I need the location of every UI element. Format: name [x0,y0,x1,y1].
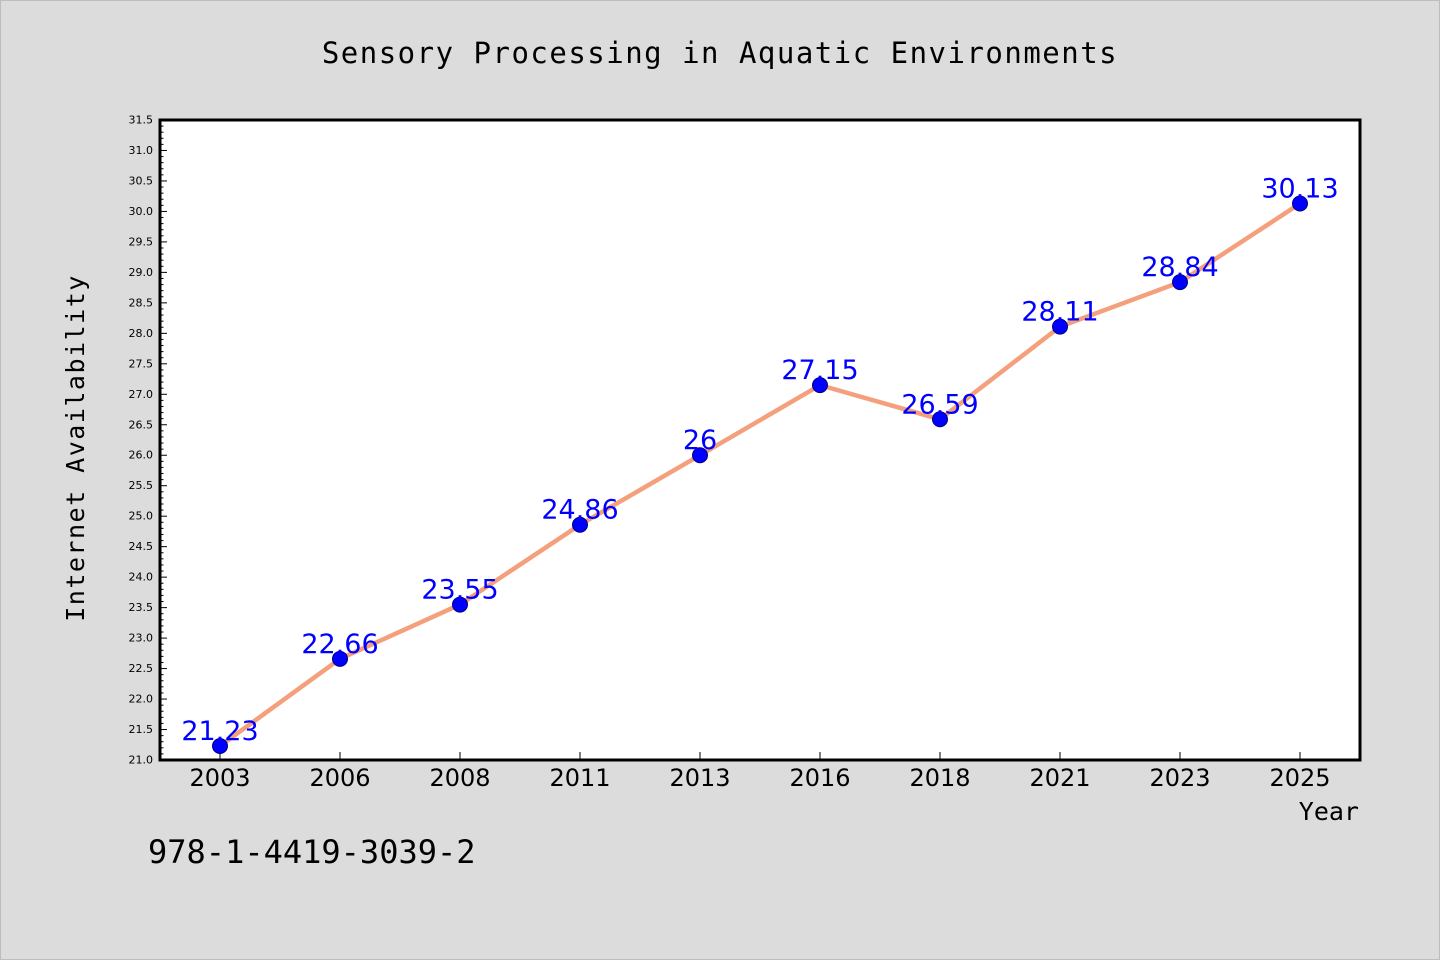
data-point [932,411,948,428]
x-tick-label: 2006 [309,764,370,792]
data-point [812,377,828,394]
y-tick-label: 30.5 [129,174,154,187]
data-label: 22.66 [301,629,378,660]
y-tick-label: 27.5 [129,357,154,370]
plot-area: 21.0 21.5 22.0 22.5 23.0 23.5 24.0 24.5 25.0 25.5… [129,114,1362,792]
y-tick-label: 30.0 [129,205,154,218]
x-tick-label: 2013 [669,764,730,792]
data-point [1292,195,1308,212]
y-tick-label: 21.0 [129,754,154,767]
x-tick-label: 2021 [1029,764,1090,792]
y-tick-label: 24.5 [129,540,154,553]
x-tick-label: 2023 [1149,764,1210,792]
y-tick-label: 27.0 [129,388,154,401]
data-label: 21.23 [181,716,258,747]
y-tick-label: 26.0 [129,449,154,462]
footer-isbn: 978-1-4419-3039-2 [148,833,476,871]
plot-background [160,120,1360,760]
y-tick-label: 28.0 [129,327,154,340]
data-label: 30.13 [1261,174,1338,205]
x-tick-label: 2025 [1269,764,1330,792]
x-tick-label: 2003 [189,764,250,792]
x-tick-label: 2008 [429,764,490,792]
data-point [1052,318,1068,335]
x-tick-label: 2011 [549,764,610,792]
x-tick-label: 2016 [789,764,850,792]
data-point [1172,274,1188,291]
data-point [572,516,588,533]
y-tick-label: 31.5 [129,114,154,127]
data-point [692,447,708,464]
y-tick-label: 29.0 [129,266,154,279]
data-label: 26.59 [901,389,978,420]
x-tick-label: 2018 [909,764,970,792]
y-tick-label: 26.5 [129,418,154,431]
data-point [452,596,468,613]
y-tick-label: 25.5 [129,479,154,492]
y-tick-label: 31.0 [129,144,154,157]
y-axis-label: Internet Availability [61,274,90,622]
data-label: 28.84 [1141,252,1218,283]
plot-frame [158,118,1362,762]
y-tick-label: 29.5 [129,235,154,248]
y-tick-label: 21.5 [129,723,154,736]
data-label: 23.55 [421,575,498,606]
y-tick-label: 28.5 [129,296,154,309]
y-tick-label: 23.5 [129,601,154,614]
chart-title: Sensory Processing in Aquatic Environmen… [322,36,1118,70]
y-tick-label: 25.0 [129,510,154,523]
data-point [332,650,348,667]
data-label: 26 [683,425,717,456]
x-axis-label: Year [1299,797,1359,826]
data-label: 24.86 [541,495,618,526]
series-line [217,201,1303,749]
data-label: 28.11 [1021,297,1098,328]
y-tick-label: 24.0 [129,571,154,584]
data-point [212,737,228,754]
data-label: 27.15 [781,355,858,386]
y-tick-label: 22.0 [129,693,154,706]
y-tick-label: 22.5 [129,662,154,675]
y-tick-label: 23.0 [129,632,154,645]
